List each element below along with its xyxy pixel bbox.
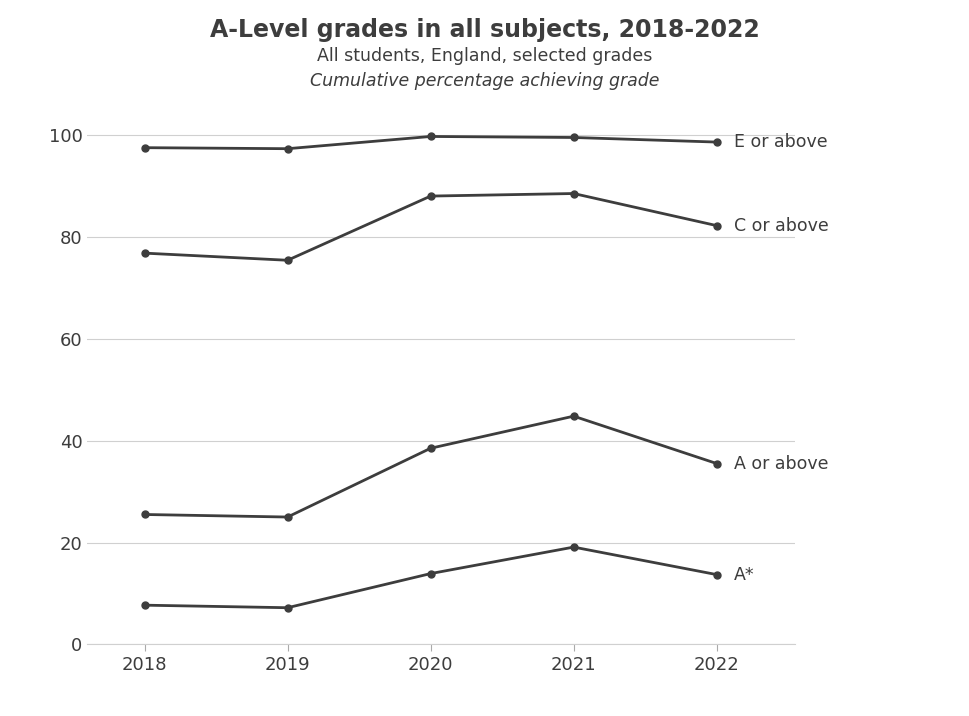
- Text: A-Level grades in all subjects, 2018-2022: A-Level grades in all subjects, 2018-202…: [210, 18, 759, 42]
- Text: E or above: E or above: [734, 133, 827, 151]
- Text: C or above: C or above: [734, 217, 828, 235]
- Text: Cumulative percentage achieving grade: Cumulative percentage achieving grade: [310, 72, 659, 90]
- Text: A*: A*: [734, 566, 754, 584]
- Text: All students, England, selected grades: All students, England, selected grades: [317, 47, 652, 64]
- Text: A or above: A or above: [734, 455, 828, 473]
